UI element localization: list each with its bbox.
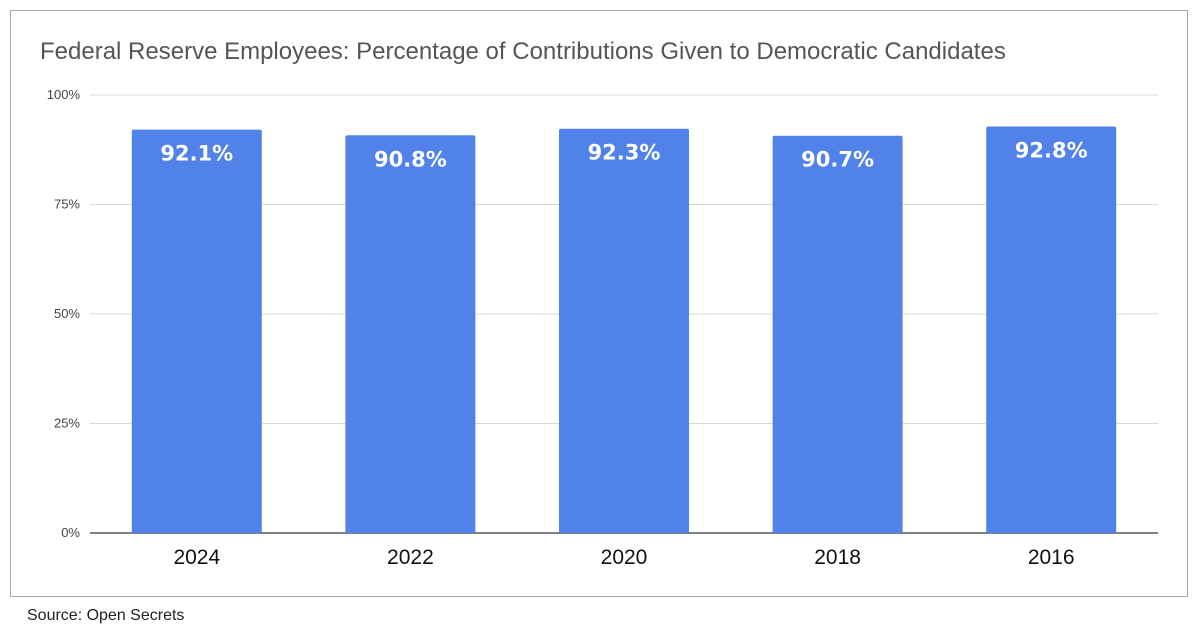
bar — [772, 135, 903, 533]
x-tick-label: 2020 — [601, 546, 648, 569]
y-tick-label: 50% — [54, 306, 80, 321]
bar — [345, 135, 476, 533]
x-tick-label: 2018 — [814, 546, 861, 569]
y-tick-label: 25% — [54, 416, 80, 431]
bar — [559, 128, 689, 533]
y-tick-label: 100% — [47, 87, 81, 102]
data-label: 92.8% — [1015, 139, 1088, 163]
data-label: 92.1% — [160, 142, 233, 166]
x-tick-label: 2024 — [173, 546, 220, 569]
y-tick-label: 0% — [61, 525, 80, 540]
chart-title: Federal Reserve Employees: Percentage of… — [40, 38, 1006, 65]
x-tick-label: 2022 — [387, 546, 434, 569]
y-tick-label: 75% — [54, 197, 80, 212]
source-note: Source: Open Secrets — [27, 607, 185, 624]
bar — [986, 126, 1117, 533]
data-label: 90.8% — [374, 147, 447, 171]
bar — [131, 129, 262, 534]
data-label: 90.7% — [801, 148, 874, 172]
x-tick-label: 2016 — [1028, 546, 1075, 569]
data-label: 92.3% — [588, 141, 661, 165]
